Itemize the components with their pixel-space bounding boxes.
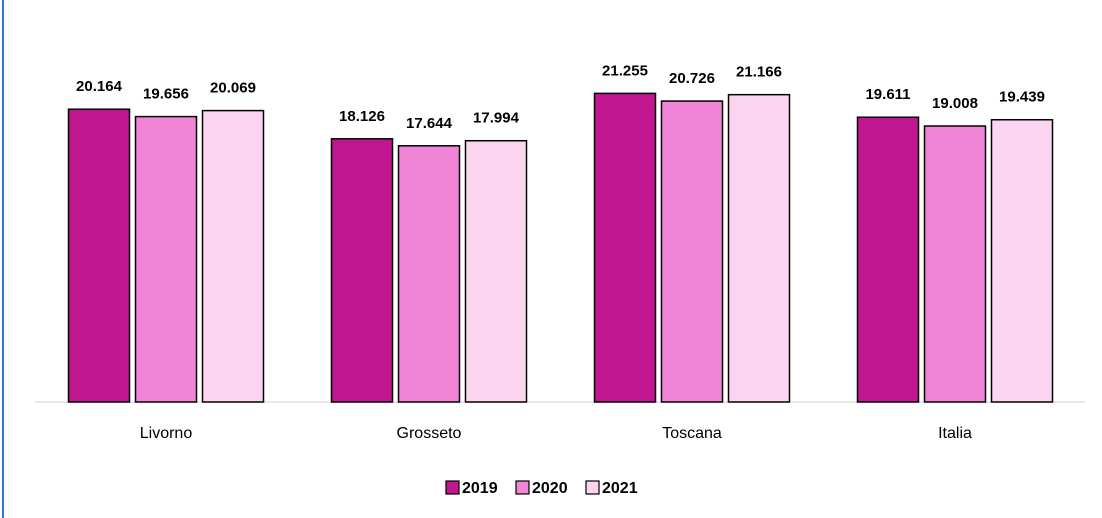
legend-label: 2019 <box>462 480 498 497</box>
bar <box>330 138 394 403</box>
bar <box>856 116 920 403</box>
legend-swatch <box>515 480 530 495</box>
data-label: 20.069 <box>210 80 256 97</box>
data-label: 19.008 <box>932 95 978 112</box>
bar <box>464 139 528 403</box>
data-label: 19.439 <box>999 89 1045 106</box>
bar <box>923 125 987 403</box>
data-label: 17.994 <box>473 110 520 127</box>
legend-label: 2020 <box>532 480 568 497</box>
legend-label: 2021 <box>602 480 638 497</box>
data-label: 21.166 <box>736 64 782 81</box>
data-label: 21.255 <box>602 62 648 79</box>
data-label: 19.656 <box>143 86 189 103</box>
bar <box>201 109 265 403</box>
bar <box>67 108 131 403</box>
bar <box>134 115 198 403</box>
legend-swatch <box>445 480 460 495</box>
bar <box>727 93 791 403</box>
bar <box>660 100 724 403</box>
x-tick-label: Italia <box>938 425 972 442</box>
x-tick-label: Livorno <box>140 425 193 442</box>
bar <box>397 145 461 403</box>
data-label: 17.644 <box>406 115 453 132</box>
data-label: 20.726 <box>669 70 715 87</box>
x-tick-label: Toscana <box>662 425 722 442</box>
legend-swatch <box>585 480 600 495</box>
bar <box>593 92 657 403</box>
data-label: 19.611 <box>865 86 910 103</box>
data-label: 20.164 <box>76 78 123 95</box>
data-label: 18.126 <box>339 108 385 125</box>
bar <box>990 118 1054 403</box>
x-tick-label: Grosseto <box>397 425 462 442</box>
